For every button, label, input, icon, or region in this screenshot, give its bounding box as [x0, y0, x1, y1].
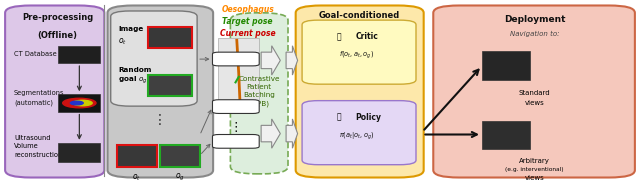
Text: views: views	[525, 175, 544, 181]
Text: ⋮: ⋮	[229, 121, 242, 134]
FancyBboxPatch shape	[482, 51, 530, 80]
Text: Pre-processing: Pre-processing	[22, 13, 93, 22]
Text: Standard: Standard	[518, 90, 550, 96]
Text: Oesophagus: Oesophagus	[221, 5, 274, 14]
FancyBboxPatch shape	[230, 13, 288, 174]
FancyBboxPatch shape	[160, 145, 200, 167]
Text: $o_g$: $o_g$	[175, 172, 185, 183]
Text: Target pose: Target pose	[223, 17, 273, 26]
FancyBboxPatch shape	[58, 94, 100, 112]
FancyBboxPatch shape	[296, 5, 424, 178]
Text: Arbitrary: Arbitrary	[519, 158, 550, 164]
Text: $o_t$: $o_t$	[118, 37, 127, 47]
Text: Image: Image	[118, 26, 143, 32]
Text: Patient $n$: Patient $n$	[220, 137, 252, 146]
Polygon shape	[261, 46, 280, 75]
Text: Patient 1: Patient 1	[221, 56, 251, 62]
Text: Contrastive RL: Contrastive RL	[325, 29, 394, 38]
Text: (Offline): (Offline)	[38, 31, 77, 40]
FancyBboxPatch shape	[302, 20, 416, 84]
Text: Sampling: Sampling	[136, 18, 184, 27]
Circle shape	[70, 101, 83, 105]
FancyBboxPatch shape	[58, 143, 100, 162]
Polygon shape	[286, 46, 298, 75]
Text: Random: Random	[118, 67, 152, 72]
FancyBboxPatch shape	[117, 145, 157, 167]
Text: Critic: Critic	[355, 32, 378, 41]
FancyBboxPatch shape	[212, 135, 259, 148]
Text: Segmentations: Segmentations	[14, 90, 65, 96]
Text: $\pi(a_t|o_t, o_g)$: $\pi(a_t|o_t, o_g)$	[339, 131, 375, 142]
Circle shape	[63, 98, 96, 108]
Text: Ultrasound: Ultrasound	[14, 135, 51, 141]
FancyBboxPatch shape	[212, 52, 259, 66]
Text: goal $o_g$: goal $o_g$	[118, 75, 148, 86]
Text: CT Database: CT Database	[14, 51, 57, 57]
FancyBboxPatch shape	[302, 101, 416, 165]
Text: views: views	[525, 100, 544, 106]
Text: (e.g. interventional): (e.g. interventional)	[505, 167, 564, 172]
FancyBboxPatch shape	[108, 5, 213, 178]
Text: 🤖: 🤖	[337, 113, 342, 122]
Text: Volume: Volume	[14, 143, 39, 149]
FancyBboxPatch shape	[5, 5, 104, 178]
Circle shape	[73, 100, 92, 106]
Text: Navigation to:: Navigation to:	[509, 31, 559, 37]
Text: Goal-conditioned: Goal-conditioned	[319, 11, 400, 20]
FancyBboxPatch shape	[111, 11, 197, 106]
Text: $f(o_t, a_t, o_g)$: $f(o_t, a_t, o_g)$	[339, 49, 374, 61]
FancyBboxPatch shape	[433, 5, 635, 178]
FancyBboxPatch shape	[218, 38, 259, 106]
Text: ⋮: ⋮	[153, 113, 167, 127]
Text: Patient $n-1$: Patient $n-1$	[214, 102, 257, 111]
Text: Policy: Policy	[355, 113, 381, 122]
Text: Current pose: Current pose	[220, 29, 275, 38]
FancyBboxPatch shape	[148, 75, 192, 96]
FancyBboxPatch shape	[148, 27, 192, 48]
Text: (automatic): (automatic)	[14, 99, 53, 106]
Text: Deployment: Deployment	[504, 15, 565, 24]
Polygon shape	[261, 119, 280, 148]
Text: reconstruction: reconstruction	[14, 152, 62, 158]
Text: 🔍: 🔍	[337, 32, 342, 41]
Text: $o_t$: $o_t$	[132, 172, 141, 183]
FancyBboxPatch shape	[482, 121, 530, 149]
FancyBboxPatch shape	[58, 46, 100, 63]
FancyBboxPatch shape	[212, 100, 259, 113]
Text: Contrastive
Patient
Batching
(CPB): Contrastive Patient Batching (CPB)	[239, 76, 280, 107]
Polygon shape	[286, 119, 298, 148]
